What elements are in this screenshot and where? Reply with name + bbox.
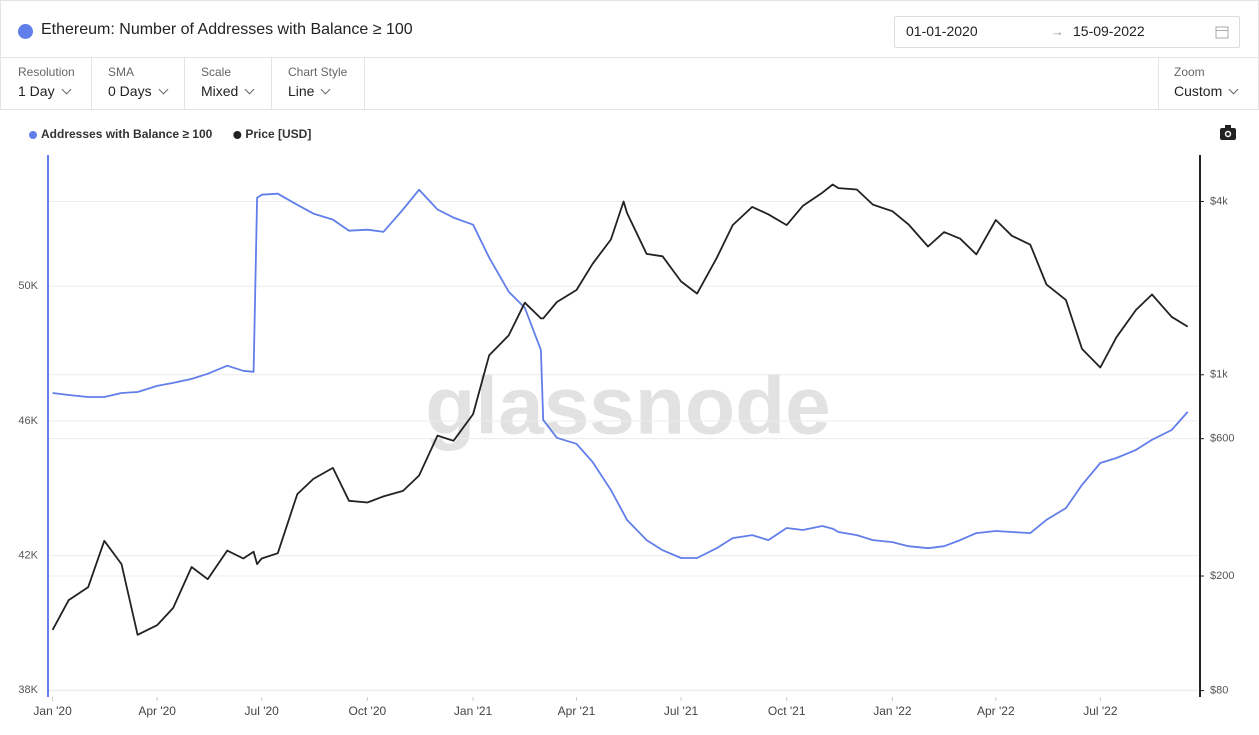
date-range[interactable]: 01-01-2020 → 15-09-2022 bbox=[894, 16, 1240, 48]
control-label: SMA bbox=[108, 65, 135, 79]
chevron bbox=[158, 84, 169, 95]
x-tick-label: Jan '20 bbox=[33, 704, 72, 718]
control[interactable]: Chart Style Line bbox=[271, 57, 365, 109]
date-to[interactable]: 15-09-2022 bbox=[1073, 23, 1145, 39]
y2-tick-label: $4k bbox=[1210, 195, 1228, 207]
control[interactable]: SMA 0 Days bbox=[91, 57, 185, 109]
calendar-icon[interactable] bbox=[1215, 25, 1229, 39]
control-value[interactable]: 1 Day bbox=[18, 83, 72, 99]
x-tick-label: Apr '20 bbox=[138, 704, 176, 718]
camera-icon[interactable] bbox=[1220, 125, 1236, 140]
control[interactable]: Resolution 1 Day bbox=[1, 57, 92, 109]
zoom-control[interactable]: Zoom Custom bbox=[1158, 57, 1259, 109]
arrow: → bbox=[1051, 24, 1064, 39]
x-tick-label: Apr '22 bbox=[977, 704, 1015, 718]
series-line bbox=[52, 188, 1189, 559]
chevron bbox=[1228, 84, 1239, 95]
header: Ethereum: Number of Addresses with Balan… bbox=[0, 0, 1259, 58]
chevron bbox=[321, 84, 331, 95]
legend-marker bbox=[233, 131, 242, 139]
legend-label: Price [USD] bbox=[245, 127, 311, 141]
toolbar: Resolution 1 Day SMA 0 Days Scale Mixed Chart … bbox=[0, 57, 1259, 110]
chevron bbox=[244, 84, 255, 95]
y-tick-label: 50K bbox=[18, 280, 38, 292]
x-tick-label: Jul '20 bbox=[245, 704, 280, 718]
x-tick-label: Apr '21 bbox=[558, 704, 596, 718]
chevron bbox=[61, 84, 72, 95]
x-tick-label: Jul '21 bbox=[664, 704, 699, 718]
control[interactable]: Scale Mixed bbox=[184, 57, 272, 109]
y2-tick-label: $600 bbox=[1210, 433, 1234, 445]
control-value[interactable]: 0 Days bbox=[108, 83, 169, 99]
eth-icon bbox=[18, 24, 33, 39]
series-line bbox=[51, 183, 1189, 636]
page-title: Ethereum: Number of Addresses with Balan… bbox=[41, 21, 413, 38]
chart: glassnode 38K 42K 46K 50K $80 $200 $600 $1k $4k Ja… bbox=[18, 125, 1236, 718]
y-tick-label: 42K bbox=[18, 550, 38, 562]
x-tick-label: Jan '22 bbox=[873, 704, 912, 718]
control-value[interactable]: Custom bbox=[1174, 83, 1239, 99]
control-label: Chart Style bbox=[288, 65, 348, 79]
y2-tick-label: $1k bbox=[1210, 369, 1228, 381]
y-tick-label: 46K bbox=[18, 415, 38, 427]
control-label: Resolution bbox=[18, 65, 75, 79]
x-tick-label: Jul '22 bbox=[1083, 704, 1118, 718]
x-tick-label: Oct '21 bbox=[768, 704, 806, 718]
date-from[interactable]: 01-01-2020 bbox=[906, 23, 978, 39]
control-label: Zoom bbox=[1174, 65, 1205, 79]
control-value[interactable]: Line bbox=[288, 83, 331, 99]
control-label: Scale bbox=[201, 65, 232, 79]
legend-label: Addresses with Balance ≥ 100 bbox=[41, 127, 213, 141]
y-tick-label: 38K bbox=[18, 684, 38, 696]
watermark: glassnode bbox=[425, 361, 831, 452]
legend-marker bbox=[29, 131, 37, 139]
control-value[interactable]: Mixed bbox=[201, 83, 255, 99]
x-tick-label: Oct '20 bbox=[349, 704, 387, 718]
y2-tick-label: $80 bbox=[1210, 684, 1228, 696]
x-tick-label: Jan '21 bbox=[454, 704, 493, 718]
y2-tick-label: $200 bbox=[1210, 570, 1234, 582]
